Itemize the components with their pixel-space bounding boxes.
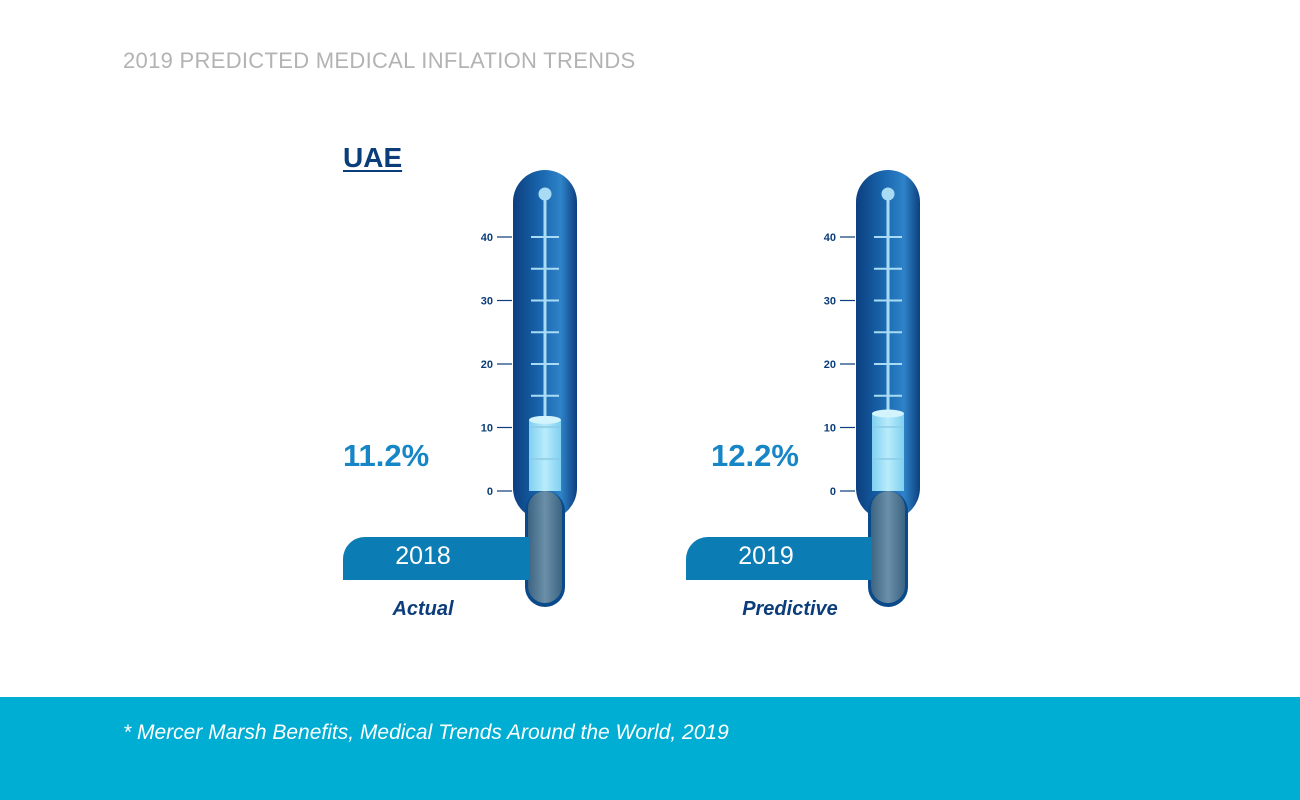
year-tab-2019 (686, 537, 872, 580)
tick-label-2019-10: 10 (824, 423, 836, 435)
capillary-top-2018 (538, 187, 552, 201)
tick-label-2019-30: 30 (824, 296, 836, 308)
liquid-top-2019 (872, 409, 904, 418)
period-label-actual: Actual (392, 598, 454, 620)
value-label-2018: 11.2% (343, 438, 430, 473)
tick-label-2018-40: 40 (481, 232, 493, 244)
tick-label-2018-10: 10 (481, 423, 493, 435)
tick-label-2018-30: 30 (481, 296, 493, 308)
year-label-2019: 2019 (738, 542, 794, 570)
liquid-top-2018 (529, 415, 561, 424)
tick-label-2019-0: 0 (830, 486, 836, 498)
value-label-2019: 12.2% (711, 438, 799, 473)
country-label: UAE (343, 142, 403, 173)
tick-label-2019-20: 20 (824, 359, 836, 371)
tick-label-2018-20: 20 (481, 359, 493, 371)
period-label-predictive: Predictive (742, 598, 838, 620)
tick-label-2019-40: 40 (824, 232, 836, 244)
year-tab-2018 (343, 537, 529, 580)
bulb-2019 (871, 491, 905, 603)
liquid-column-2018 (529, 419, 561, 491)
capillary-top-2019 (881, 187, 895, 201)
liquid-column-2019 (872, 413, 904, 491)
thermometer-chart: 0 10 20 30 40 0 10 20 30 40 (481, 170, 920, 607)
page-title: 2019 PREDICTED MEDICAL INFLATION TRENDS (123, 48, 636, 73)
footer-band: * Mercer Marsh Benefits, Medical Trends … (0, 697, 1300, 800)
source-footnote: * Mercer Marsh Benefits, Medical Trends … (123, 721, 729, 744)
year-label-2018: 2018 (395, 542, 451, 570)
tick-label-2018-0: 0 (487, 486, 493, 498)
bulb-2018 (528, 491, 562, 603)
